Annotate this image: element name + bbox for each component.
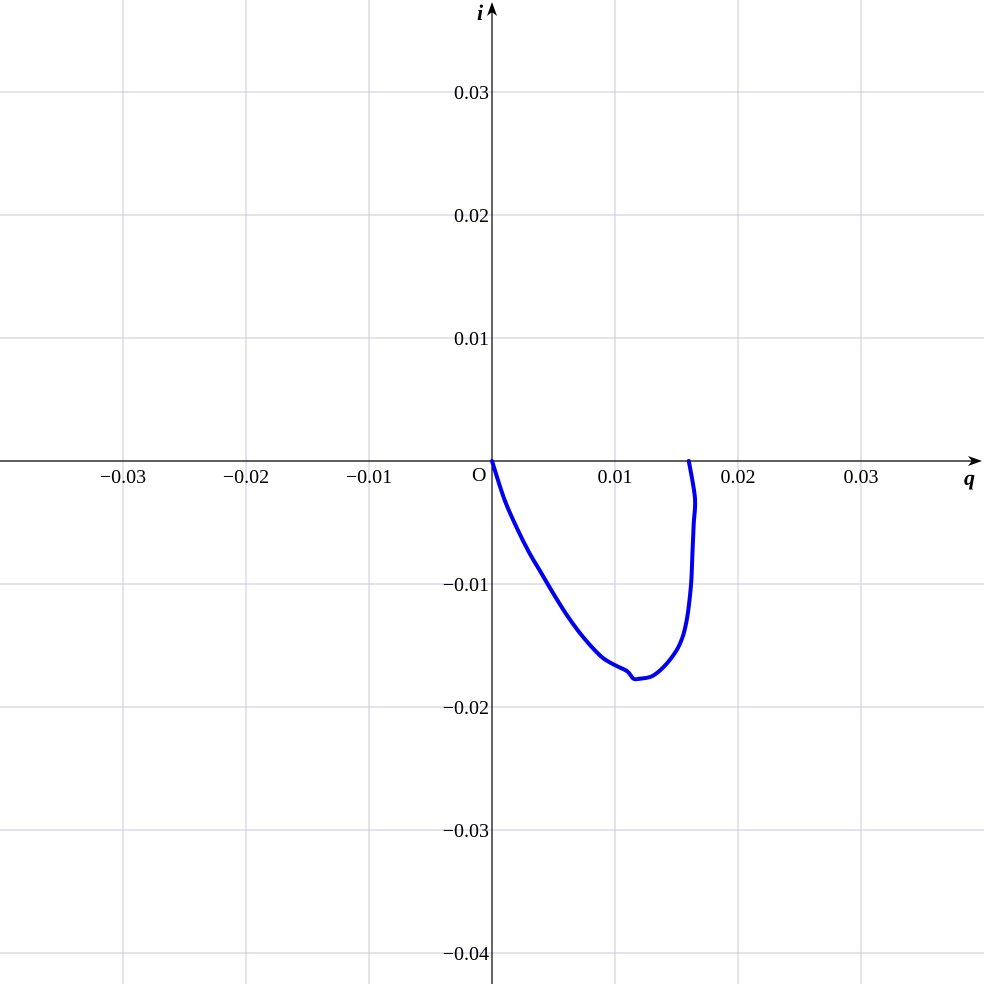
y-tick-label: −0.04 xyxy=(443,943,489,965)
origin-label: O xyxy=(472,464,486,486)
x-tick-label: −0.03 xyxy=(100,466,146,488)
y-tick-label: −0.01 xyxy=(443,574,489,596)
y-tick-label: 0.03 xyxy=(454,82,489,104)
x-tick-label: 0.02 xyxy=(721,466,756,488)
series-line xyxy=(490,459,698,682)
x-axis-label: q xyxy=(964,465,975,490)
x-tick-label: 0.01 xyxy=(598,466,633,488)
y-tick-label: 0.01 xyxy=(454,328,489,350)
x-tick-label: −0.01 xyxy=(346,466,392,488)
series-group xyxy=(490,459,698,682)
x-axis-arrowhead xyxy=(968,456,982,466)
x-tick-label: −0.02 xyxy=(223,466,269,488)
y-axis-label: i xyxy=(477,0,484,25)
y-tick-label: −0.03 xyxy=(443,820,489,842)
y-tick-label: −0.02 xyxy=(443,697,489,719)
y-tick-label: 0.02 xyxy=(454,205,489,227)
x-tick-label: 0.03 xyxy=(844,466,879,488)
tick-labels: −0.03 −0.02 −0.01 0.01 0.02 0.03 0.03 0.02 0.01 −… xyxy=(100,82,879,965)
y-axis-arrowhead xyxy=(487,2,497,16)
